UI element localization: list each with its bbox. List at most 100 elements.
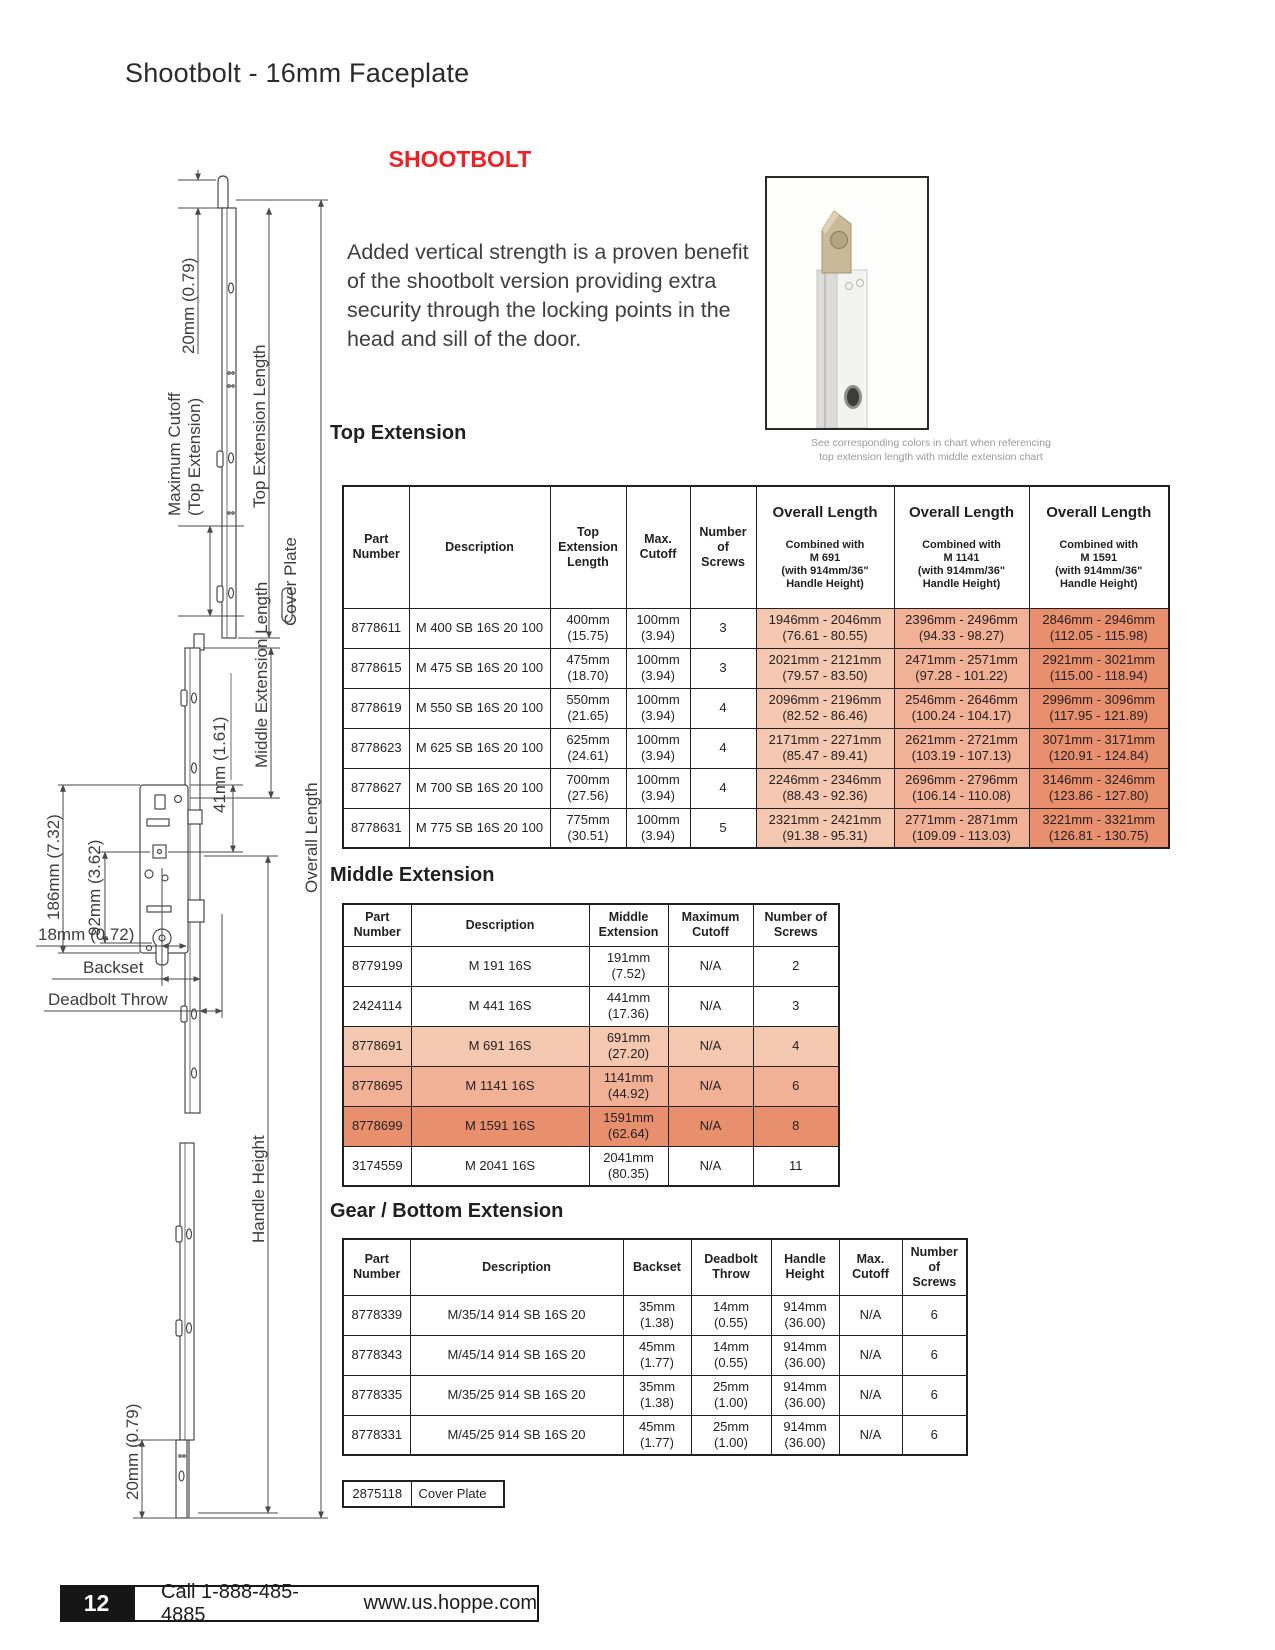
table-row: 8778627 M 700 SB 16S 20 100 700mm (27.56… xyxy=(342,767,1170,809)
handle-height-cell: 914mm (36.00) xyxy=(770,1414,840,1456)
screws-cell: 2 xyxy=(752,945,840,987)
overall-m1591-cell: 3146mm - 3246mm (123.86 - 127.80) xyxy=(1028,767,1170,809)
column-header: Part Number xyxy=(342,1238,411,1296)
dim-186-label: 186mm (7.32) xyxy=(44,814,63,920)
column-header: Part Number xyxy=(342,485,410,609)
overall-length-title: Overall Length xyxy=(1046,503,1152,521)
handle-height-label: Handle Height xyxy=(249,1135,268,1243)
intro-paragraph: Added vertical strength is a proven bene… xyxy=(347,240,749,351)
column-header: Number of Screws xyxy=(689,485,757,609)
overall-m1591-cell: 3221mm - 3321mm (126.81 - 130.75) xyxy=(1028,807,1170,849)
extension-cell: 2041mm (80.35) xyxy=(588,1145,669,1187)
overall-m1591-cell: 2996mm - 3096mm (117.95 - 121.89) xyxy=(1028,687,1170,729)
cutoff-cell: N/A xyxy=(667,945,754,987)
description-cell: M 550 SB 16S 20 100 xyxy=(408,687,551,729)
description-cell: M/45/14 914 SB 16S 20 xyxy=(409,1334,624,1376)
screws-cell: 3 xyxy=(689,647,757,689)
table-row: 8778631 M 775 SB 16S 20 100 775mm (30.51… xyxy=(342,807,1170,849)
column-header: Maximum Cutoff xyxy=(667,903,754,947)
part-number-cell: 8778691 xyxy=(342,1025,412,1067)
table-row: 8778699 M 1591 16S 1591mm (62.64) N/A 8 xyxy=(342,1105,840,1147)
overall-m1591-cell: 2921mm - 3021mm (115.00 - 118.94) xyxy=(1028,647,1170,689)
description-cell: M 1141 16S xyxy=(410,1065,590,1107)
dim-92-label: 92mm (3.62) xyxy=(85,840,104,936)
part-number-cell: 8778339 xyxy=(342,1294,411,1336)
dim-41-label: 41mm (1.61) xyxy=(210,717,229,813)
column-header-overall-m1591: Overall Length Combined with M 1591 (wit… xyxy=(1028,485,1170,609)
description-cell: M/35/25 914 SB 16S 20 xyxy=(409,1374,624,1416)
screws-cell: 6 xyxy=(901,1374,968,1416)
overall-length-sub: Combined with M 1141 (with 914mm/36" Han… xyxy=(917,538,1006,590)
table-row: 8778695 M 1141 16S 1141mm (44.92) N/A 6 xyxy=(342,1065,840,1107)
column-header: Number of Screws xyxy=(752,903,840,947)
screws-cell: 6 xyxy=(901,1414,968,1456)
table-row: 8779199 M 191 16S 191mm (7.52) N/A 2 xyxy=(342,945,840,987)
cutoff-cell: 100mm (3.94) xyxy=(625,607,691,649)
max-cutoff-label-line1: Maximum Cutoff xyxy=(165,392,184,516)
gear-bottom-extension-heading: Gear / Bottom Extension xyxy=(330,1200,564,1222)
photo-caption: See corresponding colors in chart when r… xyxy=(811,437,1051,463)
overall-length-title: Overall Length xyxy=(772,503,878,521)
part-number-cell: 8778695 xyxy=(342,1065,412,1107)
table-row: 8778615 M 475 SB 16S 20 100 475mm (18.70… xyxy=(342,647,1170,689)
length-cell: 700mm (27.56) xyxy=(549,767,627,809)
deadbolt-throw-cell: 25mm (1.00) xyxy=(690,1414,772,1456)
length-cell: 550mm (21.65) xyxy=(549,687,627,729)
overall-m691-cell: 1946mm - 2046mm (76.61 - 80.55) xyxy=(755,607,895,649)
column-header: Max. Cutoff xyxy=(625,485,691,609)
middle-extension-table: Part Number Description Middle Extension… xyxy=(342,903,840,1187)
table-header-row: Part Number Description Top Extension Le… xyxy=(342,485,1170,609)
column-header: Description xyxy=(410,903,590,947)
overall-m691-cell: 2096mm - 2196mm (82.52 - 86.46) xyxy=(755,687,895,729)
screws-cell: 11 xyxy=(752,1145,840,1187)
part-number-cell: 2875118 xyxy=(342,1480,412,1508)
backset-cell: 35mm (1.38) xyxy=(622,1294,692,1336)
page-title: Shootbolt - 16mm Faceplate xyxy=(125,58,470,88)
screws-cell: 4 xyxy=(689,687,757,729)
description-cell: M 775 SB 16S 20 100 xyxy=(408,807,551,849)
table-row: 3174559 M 2041 16S 2041mm (80.35) N/A 11 xyxy=(342,1145,840,1187)
deadbolt-throw-label: Deadbolt Throw xyxy=(48,990,168,1009)
cutoff-cell: N/A xyxy=(838,1374,903,1416)
table-row: 8778691 M 691 16S 691mm (27.20) N/A 4 xyxy=(342,1025,840,1067)
middle-extension-length-label: Middle Extension Length xyxy=(252,582,271,768)
part-number-cell: 8778615 xyxy=(342,647,410,689)
screws-cell: 6 xyxy=(901,1334,968,1376)
footer-website: www.us.hoppe.com xyxy=(363,1592,537,1614)
cover-plate-table: 2875118 Cover Plate xyxy=(342,1480,505,1508)
backset-cell: 45mm (1.77) xyxy=(622,1414,692,1456)
screws-cell: 6 xyxy=(752,1065,840,1107)
backset-cell: 35mm (1.38) xyxy=(622,1374,692,1416)
part-number-cell: 8778699 xyxy=(342,1105,412,1147)
table-row: 8778331 M/45/25 914 SB 16S 20 45mm (1.77… xyxy=(342,1414,968,1456)
backset-cell: 45mm (1.77) xyxy=(622,1334,692,1376)
technical-diagram: 20mm (0.79) Maximum Cutoff (Top Extensio… xyxy=(36,170,328,1519)
overall-length-sub: Combined with M 691 (with 914mm/36" Hand… xyxy=(781,538,869,590)
description-cell: M 1591 16S xyxy=(410,1105,590,1147)
extension-cell: 1591mm (62.64) xyxy=(588,1105,669,1147)
cover-plate-label: Cover Plate xyxy=(281,537,300,626)
part-number-cell: 8778343 xyxy=(342,1334,411,1376)
extension-cell: 1141mm (44.92) xyxy=(588,1065,669,1107)
length-cell: 775mm (30.51) xyxy=(549,807,627,849)
overall-m1591-cell: 2846mm - 2946mm (112.05 - 115.98) xyxy=(1028,607,1170,649)
dim-20-top-label: 20mm (0.79) xyxy=(179,258,198,354)
cutoff-cell: N/A xyxy=(667,1145,754,1187)
length-cell: 625mm (24.61) xyxy=(549,727,627,769)
column-header: Top Extension Length xyxy=(549,485,627,609)
part-number-cell: 8778623 xyxy=(342,727,410,769)
backset-label: Backset xyxy=(83,958,144,977)
top-extension-heading: Top Extension xyxy=(330,422,467,444)
table-row: 8778611 M 400 SB 16S 20 100 400mm (15.75… xyxy=(342,607,1170,649)
page-number-text: 12 xyxy=(83,1590,110,1616)
column-header: Part Number xyxy=(342,903,412,947)
overall-length-title: Overall Length xyxy=(908,503,1015,521)
description-cell: Cover Plate xyxy=(410,1480,505,1508)
cutoff-cell: N/A xyxy=(838,1414,903,1456)
page-number: 12 xyxy=(60,1585,133,1622)
column-header: Middle Extension xyxy=(588,903,669,947)
overall-m1141-cell: 2621mm - 2721mm (103.19 - 107.13) xyxy=(893,727,1030,769)
handle-height-cell: 914mm (36.00) xyxy=(770,1374,840,1416)
table-row: 2424114 M 441 16S 441mm (17.36) N/A 3 xyxy=(342,985,840,1027)
